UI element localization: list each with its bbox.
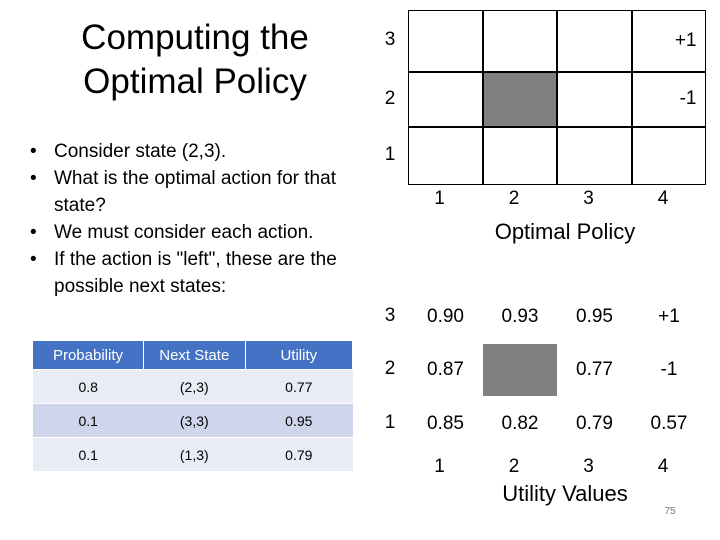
grid-cell [483, 344, 557, 396]
table-cell: 0.77 [245, 369, 353, 404]
grid-cell: 0.77 [576, 359, 613, 380]
row-label: 3 [384, 29, 396, 50]
table-cell: 0.79 [245, 437, 353, 471]
col-label: 2 [508, 456, 520, 477]
table-row: 0.1 (3,3) 0.95 [33, 403, 353, 438]
table-cell: (1,3) [143, 437, 246, 471]
col-label: 3 [583, 456, 594, 477]
table-cell: 0.95 [245, 403, 353, 438]
grid-cell: 0.85 [427, 413, 464, 434]
grid-cell [556, 9, 632, 72]
grid-caption: Optimal Policy [494, 219, 636, 244]
next-state-table: Probability Next State Utility 0.8 (2,3) 0.7… [33, 341, 354, 471]
table-cell: 0.1 [33, 403, 144, 438]
col-label: 4 [657, 188, 669, 209]
header-cell: Utility [245, 341, 354, 370]
grid-cell [407, 126, 483, 185]
col-label: 1 [434, 188, 445, 209]
grid-cell: 0.57 [650, 413, 688, 434]
grid-cell: 0.82 [501, 413, 539, 434]
bullet: What is the optimal action for that stat… [30, 165, 360, 219]
grid-cell: -1 [631, 71, 706, 127]
bullet: We must consider each action. [30, 219, 360, 246]
bullet: Consider state (2,3). [30, 138, 360, 165]
col-label: 1 [434, 456, 445, 477]
col-label: 2 [508, 188, 520, 209]
table-row: 0.8 (2,3) 0.77 [33, 369, 353, 404]
grid-cell: -1 [660, 359, 678, 380]
grid-cell [482, 126, 557, 185]
grid-cell [631, 126, 706, 185]
bullet-list: Consider state (2,3).What is the optimal… [30, 138, 360, 300]
row-label: 3 [384, 304, 396, 326]
table-cell: (3,3) [143, 403, 246, 438]
row-label: 2 [384, 87, 396, 109]
grid-cell: 0.93 [501, 305, 539, 327]
table-body: 0.8 (2,3) 0.77 0.1 (3,3) 0.95 0.1 (1,3) 0.79 [33, 369, 353, 471]
row-label: 1 [384, 412, 396, 433]
grid-cell: 0.95 [576, 305, 613, 327]
table-cell: 0.8 [33, 369, 144, 404]
grid-cell [556, 71, 632, 127]
page-number: 75 [664, 506, 676, 517]
grid-cell [556, 126, 632, 185]
grid-cell: +1 [658, 305, 680, 327]
col-label: 3 [583, 188, 594, 209]
col-label: 4 [657, 456, 669, 477]
row-label: 2 [384, 358, 396, 379]
grid-cell [407, 71, 483, 127]
grid-cell: 0.79 [576, 413, 613, 434]
header-cell: Probability [33, 341, 144, 370]
table-row: 0.1 (1,3) 0.79 [33, 437, 353, 471]
table-cell: (2,3) [143, 369, 246, 404]
grid-cell: 0.87 [427, 359, 464, 380]
row-label: 1 [384, 144, 396, 165]
header-cell: Next State [143, 341, 246, 370]
grid-cell: 0.90 [427, 305, 464, 327]
table-header: Probability Next State Utility [33, 341, 354, 370]
grid-caption: Utility Values [502, 481, 628, 506]
grid-cell [482, 71, 557, 127]
grid-cell [407, 9, 483, 72]
bullet: If the action is "left", these are the p… [30, 246, 360, 300]
slide-title: Computing the Optimal Policy [81, 18, 309, 101]
grid-cell [482, 9, 557, 72]
grid-cell: +1 [631, 9, 706, 72]
table-cell: 0.1 [33, 437, 144, 471]
